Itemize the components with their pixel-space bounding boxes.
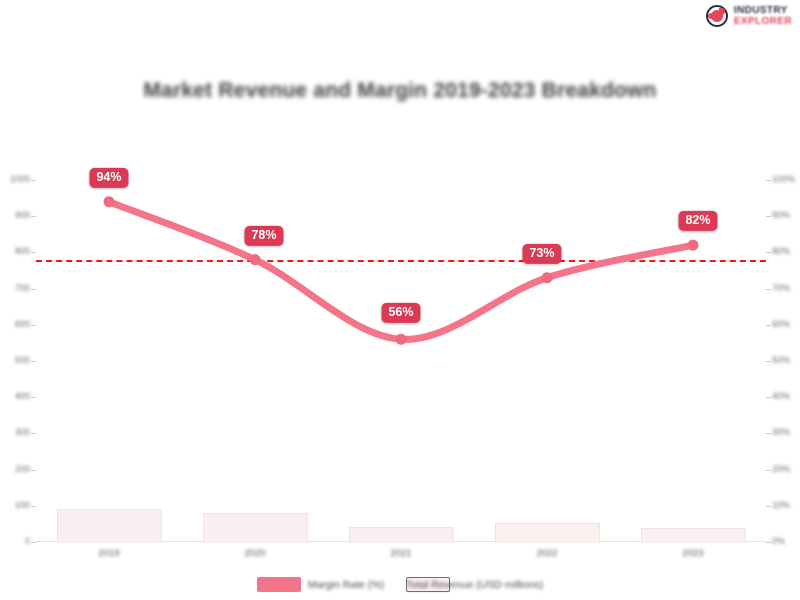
data-label-2019: 94%	[89, 167, 129, 188]
y-axis-right-tick-mark	[766, 505, 771, 507]
y-axis-left-tick-mark	[31, 216, 36, 218]
y-axis-right-tick-mark	[766, 361, 771, 362]
data-label-2023: 82%	[678, 211, 718, 232]
data-label-2022: 73%	[522, 243, 562, 264]
y-axis-left-tick-label: 100	[14, 499, 30, 510]
y-axis-right-tick-label: 70%	[772, 282, 791, 293]
y-axis-left-tick-label: 400	[14, 391, 30, 402]
y-axis-right-tick-mark	[766, 216, 771, 218]
legend-item-2[interactable]: Total Revenue (USD millions)	[406, 577, 544, 592]
y-axis-right-tick-label: 90%	[772, 210, 791, 221]
data-label-2021: 56%	[381, 303, 421, 324]
logo-line-1: INDUSTRY	[733, 4, 788, 16]
data-label-2020: 78%	[244, 225, 284, 246]
bar-2019[interactable]	[56, 508, 162, 542]
y-axis-left-tick-label: 900	[14, 210, 30, 221]
y-axis-right-tick-label: 0%	[772, 536, 786, 546]
y-axis-left-tick-label: 600	[14, 318, 30, 329]
reference-line	[36, 259, 766, 262]
legend-swatch-bar-icon	[406, 577, 451, 592]
y-axis-right-tick-mark	[766, 542, 771, 543]
x-axis-label-2022: 2022	[536, 548, 558, 559]
y-axis-left-tick-mark	[31, 324, 36, 326]
y-axis-right-tick-mark	[766, 180, 771, 181]
y-axis-left-tick-mark	[31, 288, 36, 290]
y-axis-right-tick-mark	[766, 433, 771, 435]
chart-title: Market Revenue and Margin 2019-2023 Brea…	[143, 79, 657, 102]
y-axis-left-tick-mark	[31, 505, 36, 507]
brand-logo[interactable]: INDUSTRY EXPLORER	[705, 4, 792, 28]
line-marker-2022[interactable]	[541, 272, 553, 284]
y-axis-right-tick-mark	[766, 469, 771, 471]
y-axis-left-tick-mark	[31, 252, 36, 254]
y-axis-right-tick-label: 60%	[772, 318, 791, 329]
y-axis-right-tick-label: 10%	[772, 499, 791, 510]
y-axis-left-tick-mark	[31, 433, 36, 435]
y-axis-left-tick-label: 0	[24, 536, 30, 546]
chart-legend: Margin Rate (%) Total Revenue (USD millio…	[0, 577, 800, 592]
bar-series: 2019 2020 2021 2022 2023	[36, 180, 766, 559]
bar-2022[interactable]	[494, 523, 600, 542]
y-axis-right-tick-label: 100%	[772, 174, 796, 184]
bar-2021[interactable]	[348, 527, 454, 542]
legend-label-2: Total Revenue (USD millions)	[406, 578, 544, 591]
line-marker-2020[interactable]	[249, 254, 261, 266]
y-axis-right-tick-mark	[766, 252, 771, 254]
x-axis-label-2021: 2021	[390, 548, 412, 559]
x-axis-label-2020: 2020	[244, 548, 266, 559]
y-axis-left-tick-mark	[31, 180, 36, 181]
line-marker-2023[interactable]	[687, 239, 699, 251]
y-axis-right-tick-mark	[766, 288, 771, 290]
legend-label-1: Margin Rate (%)	[307, 578, 385, 591]
y-axis-left-tick-mark	[31, 361, 36, 362]
legend-swatch-line-icon	[256, 577, 301, 592]
y-axis-left-tick-label: 800	[14, 246, 30, 257]
y-axis-right-tick-label: 40%	[772, 391, 791, 402]
y-axis-left-tick-mark	[31, 397, 36, 399]
line-marker-2019[interactable]	[103, 196, 115, 208]
x-axis-label-2019: 2019	[98, 548, 120, 559]
y-axis-right-tick-mark	[766, 397, 771, 399]
y-axis-right-tick-label: 80%	[772, 246, 791, 257]
logo-mark-icon	[705, 4, 729, 28]
y-axis-right-tick-label: 50%	[772, 355, 791, 365]
x-axis-label-2023: 2023	[682, 548, 704, 559]
y-axis-left-tick-mark	[31, 542, 36, 543]
y-axis-right-tick-mark	[766, 324, 771, 326]
y-axis-left-tick-label: 300	[14, 427, 30, 438]
y-axis-left-tick-label: 700	[14, 282, 30, 293]
line-marker-2021[interactable]	[395, 333, 407, 345]
bar-2020[interactable]	[202, 513, 308, 542]
bar-2023[interactable]	[640, 528, 746, 542]
y-axis-left-tick-mark	[31, 469, 36, 471]
plot-area: 1000 900 800 700 600 500 400 300 200 100 0 100% 90%…	[10, 167, 795, 559]
logo-line-2: EXPLORER	[733, 15, 792, 27]
logo-wordmark: INDUSTRY EXPLORER	[733, 4, 792, 27]
y-axis-right-tick-label: 30%	[772, 427, 791, 438]
y-axis-left-tick-label: 500	[14, 355, 30, 365]
line-series	[103, 196, 699, 345]
y-axis-left-tick-label: 1000	[9, 174, 30, 184]
y-axis-right-tick-label: 20%	[772, 463, 791, 474]
legend-item-1[interactable]: Margin Rate (%)	[256, 577, 385, 592]
y-axis-left-tick-label: 200	[14, 463, 30, 474]
